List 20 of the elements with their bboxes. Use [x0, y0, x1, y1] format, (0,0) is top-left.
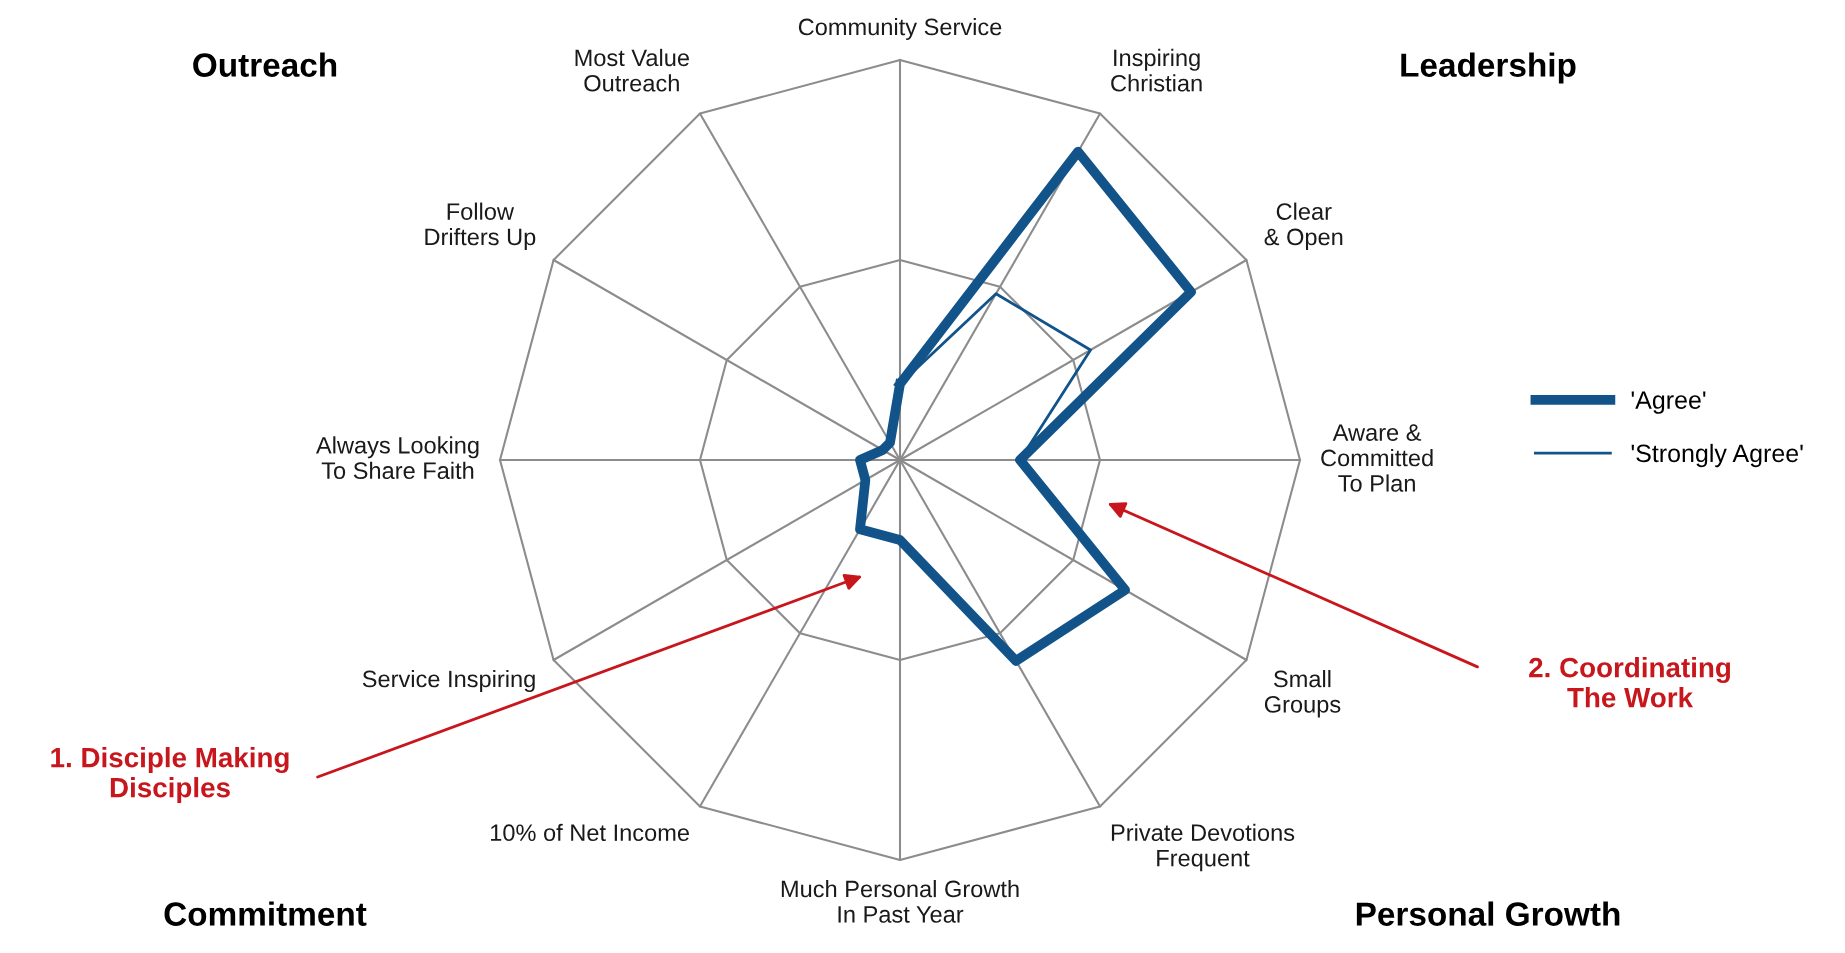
text: Leadership — [1401, 52, 1576, 84]
spoke-label: Much Personal Growth In Past Year — [781, 880, 1019, 923]
spoke-label: Aware & Committed To Plan — [1321, 424, 1433, 492]
spoke-label: Community Service — [798, 17, 1002, 40]
spoke-label: Private Devotions Frequent — [1111, 823, 1295, 872]
text: 1. Disciple Making Disciples — [51, 747, 289, 803]
text: 2. Coordinating The Work — [1529, 657, 1730, 708]
legend-label: 'Agree' — [1631, 391, 1706, 414]
spoke-label: Inspiring Christian — [1111, 48, 1202, 92]
legend-label: 'Strongly Agree' — [1631, 443, 1803, 468]
text: Personal Growth — [1356, 901, 1620, 926]
text: Outreach — [193, 52, 337, 77]
spoke-label: Small Groups — [1264, 670, 1341, 718]
spoke-label: 10% of Net Income — [491, 823, 689, 842]
spoke-label: Most Value Outreach — [575, 48, 689, 92]
spoke-label: Follow Drifters Up — [425, 202, 536, 250]
text: Commitment — [164, 901, 367, 926]
spoke-label: Clear & Open — [1264, 202, 1343, 250]
spoke-label: Service Inspiring — [362, 670, 535, 693]
spoke-label: Always Looking To Share Faith — [316, 436, 479, 480]
